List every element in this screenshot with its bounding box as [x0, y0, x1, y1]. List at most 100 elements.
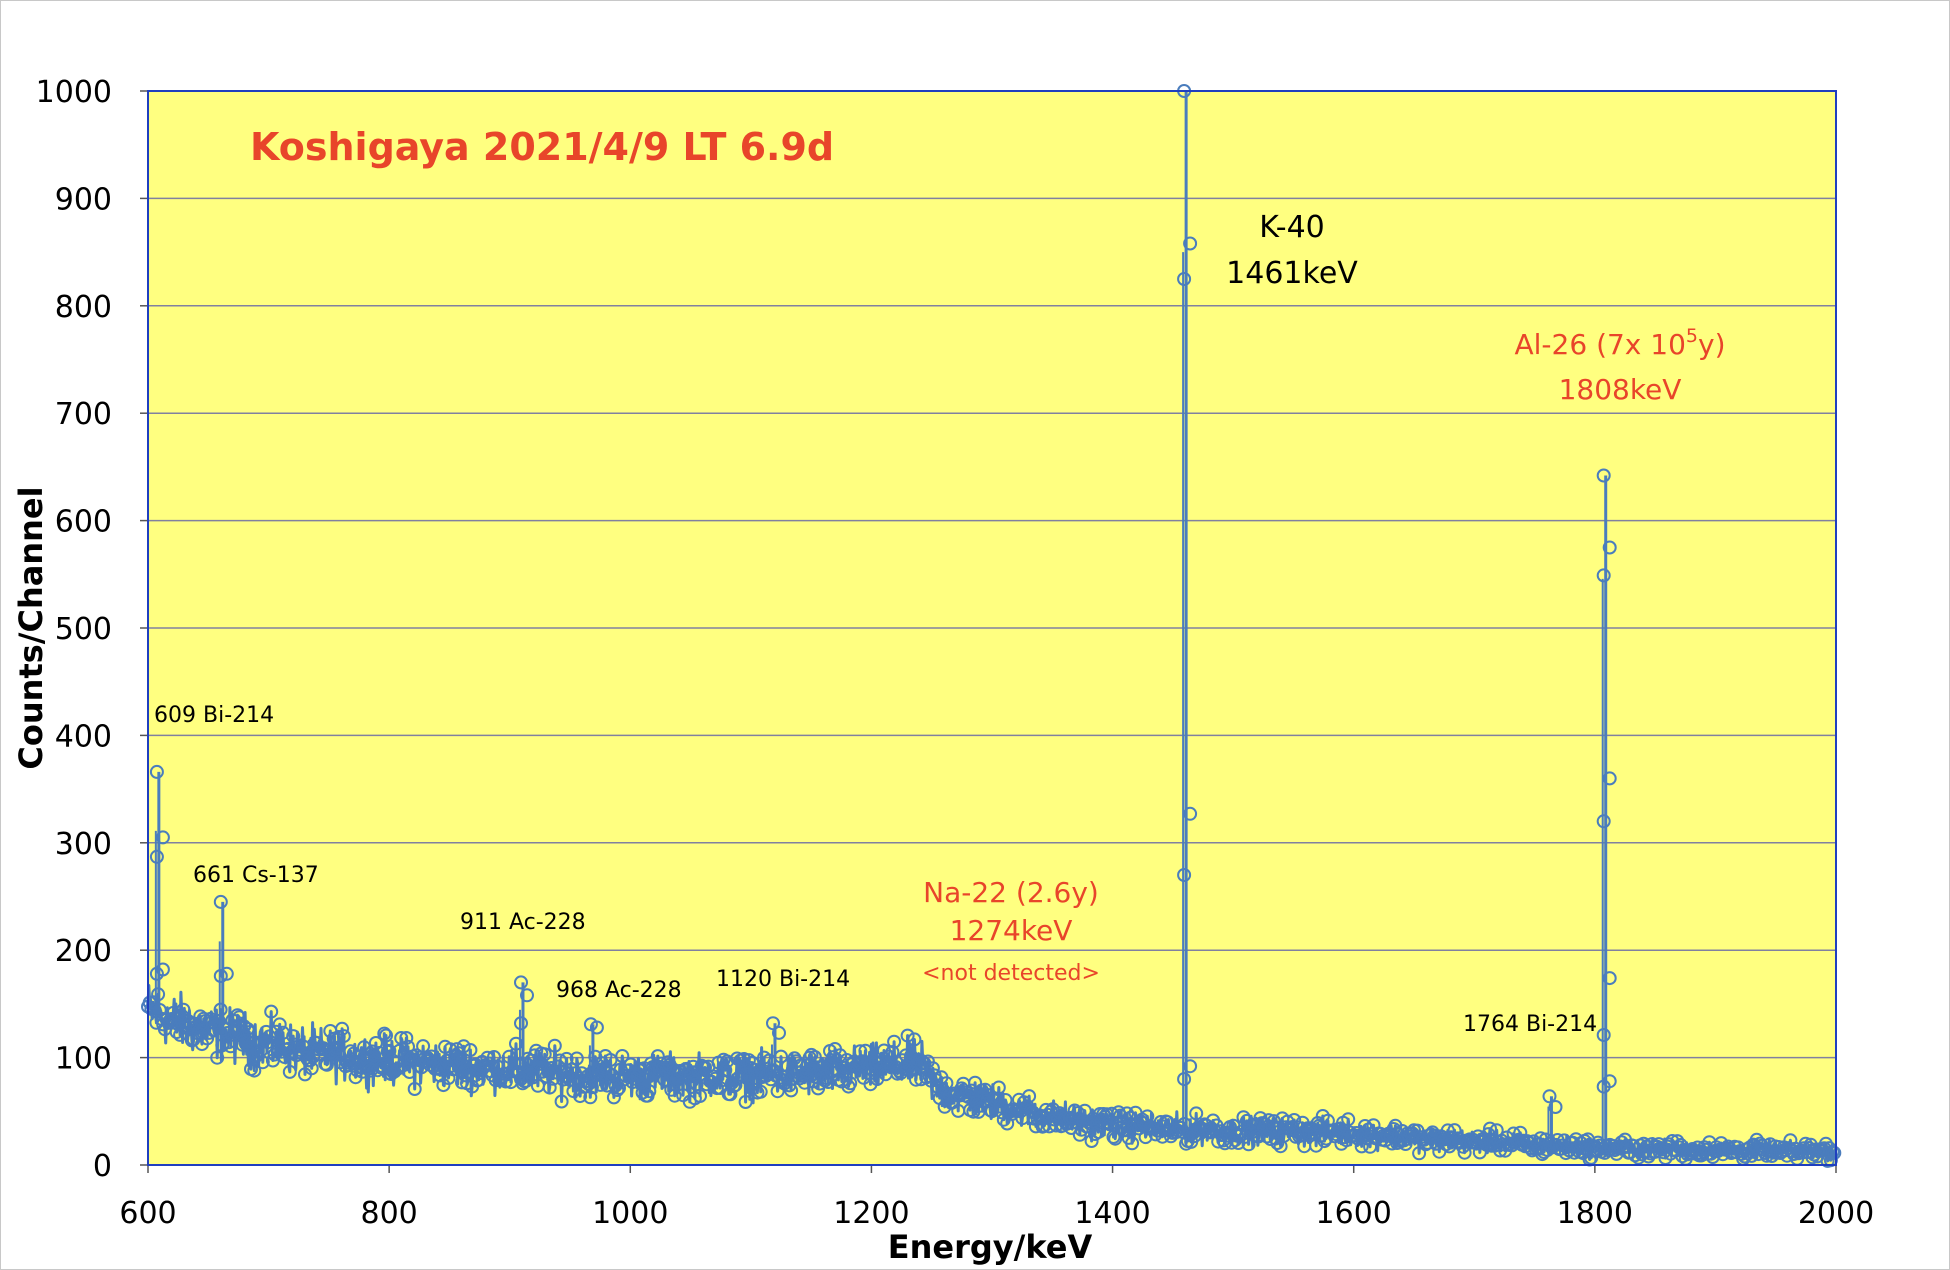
peak-point	[155, 830, 170, 845]
peak-point	[219, 966, 234, 981]
data-point	[573, 1089, 588, 1104]
data-point	[595, 1056, 610, 1071]
data-point	[907, 1032, 922, 1047]
data-point	[603, 1053, 618, 1067]
x-tick-label: 1000	[592, 1196, 668, 1231]
annotation-na22-energy: 1274keV	[950, 914, 1073, 947]
data-point	[357, 1040, 372, 1055]
data-point	[898, 1048, 913, 1063]
data-point	[770, 1084, 785, 1099]
data-point	[394, 1031, 409, 1045]
data-point	[853, 1044, 868, 1059]
peak-point	[1177, 272, 1192, 286]
data-point	[519, 1073, 534, 1088]
data-point	[1827, 1145, 1842, 1160]
data-point	[355, 1064, 370, 1079]
data-point	[319, 1057, 334, 1072]
data-point	[969, 1095, 984, 1109]
spectrum-series	[141, 84, 1842, 1168]
data-point	[1798, 1136, 1813, 1151]
data-point	[303, 1053, 317, 1068]
data-point	[887, 1034, 902, 1049]
data-point	[542, 1080, 557, 1095]
y-tick-label: 800	[55, 290, 112, 325]
data-point	[1106, 1130, 1121, 1144]
data-point	[456, 1039, 471, 1054]
peak-point	[1596, 1079, 1611, 1094]
y-tick-label: 0	[93, 1149, 112, 1184]
data-point	[1626, 1139, 1641, 1153]
annotation-968-ac228: 968 Ac-228	[556, 978, 682, 1003]
peak-point	[149, 966, 164, 981]
data-point	[373, 1060, 388, 1075]
peak-point	[213, 894, 228, 909]
data-point	[797, 1075, 812, 1090]
peak-point	[1602, 971, 1617, 986]
data-point	[615, 1049, 630, 1063]
y-tick-label: 500	[55, 612, 112, 647]
x-tick-label: 800	[361, 1196, 418, 1231]
peak-point	[1596, 568, 1611, 583]
peak-point	[514, 975, 528, 990]
annotation-k40-name: K-40	[1259, 210, 1325, 245]
annotation-911-ac228: 911 Ac-228	[460, 910, 586, 935]
data-point	[264, 1004, 279, 1019]
data-point	[552, 1053, 567, 1068]
peak-point	[589, 1020, 604, 1035]
data-point	[736, 1052, 751, 1066]
data-point	[1412, 1146, 1427, 1161]
data-point	[630, 1069, 645, 1084]
data-point	[379, 1028, 393, 1043]
plot-border	[147, 90, 1837, 1166]
data-point	[515, 1076, 530, 1091]
y-axis-label: Counts/Channel	[12, 486, 50, 769]
data-point	[1636, 1136, 1651, 1151]
data-point	[372, 1046, 387, 1060]
y-tick-label: 600	[55, 505, 112, 540]
x-tick-label: 2000	[1798, 1196, 1874, 1231]
data-point	[851, 1057, 866, 1072]
data-point	[1523, 1141, 1538, 1155]
data-point	[554, 1094, 569, 1109]
y-tick-label: 900	[55, 182, 112, 217]
peak-point	[149, 849, 164, 864]
data-point	[471, 1072, 486, 1087]
peak-point	[1596, 1028, 1611, 1042]
data-point	[547, 1038, 562, 1053]
annotation-1120-bi214: 1120 Bi-214	[716, 967, 850, 992]
peak-point	[1183, 236, 1198, 251]
data-point	[1211, 1134, 1226, 1149]
data-point	[480, 1050, 495, 1065]
data-point	[269, 1024, 284, 1039]
data-point	[964, 1083, 979, 1098]
annotation-661-cs137: 661 Cs-137	[193, 863, 319, 888]
data-point	[829, 1062, 844, 1077]
data-point	[904, 1049, 918, 1063]
data-point	[1236, 1110, 1251, 1125]
annotation-k40-energy: 1461keV	[1226, 256, 1358, 291]
peak-point	[520, 988, 534, 1003]
peak-point	[1177, 1072, 1192, 1087]
peak-point	[1602, 771, 1617, 786]
data-point	[1408, 1130, 1423, 1145]
peak-point	[772, 1025, 786, 1040]
data-point	[463, 1043, 478, 1057]
data-point	[382, 1043, 397, 1058]
data-point	[1022, 1089, 1037, 1104]
data-point	[196, 1011, 211, 1026]
data-point	[260, 1035, 275, 1050]
data-point	[1108, 1131, 1123, 1146]
data-point	[1670, 1134, 1685, 1149]
data-point	[446, 1062, 461, 1077]
data-point	[176, 1002, 191, 1017]
peak-point	[766, 1016, 780, 1031]
al26-superscript: 5	[1686, 325, 1698, 347]
annotation-al26-name: Al-26 (7x 105y)	[1515, 325, 1726, 361]
peak-point	[514, 1016, 528, 1031]
data-point	[331, 1030, 346, 1044]
annotation-1764-bi214: 1764 Bi-214	[1463, 1012, 1597, 1037]
data-point	[215, 1038, 230, 1053]
data-point	[183, 1015, 198, 1030]
data-point	[498, 1074, 513, 1089]
